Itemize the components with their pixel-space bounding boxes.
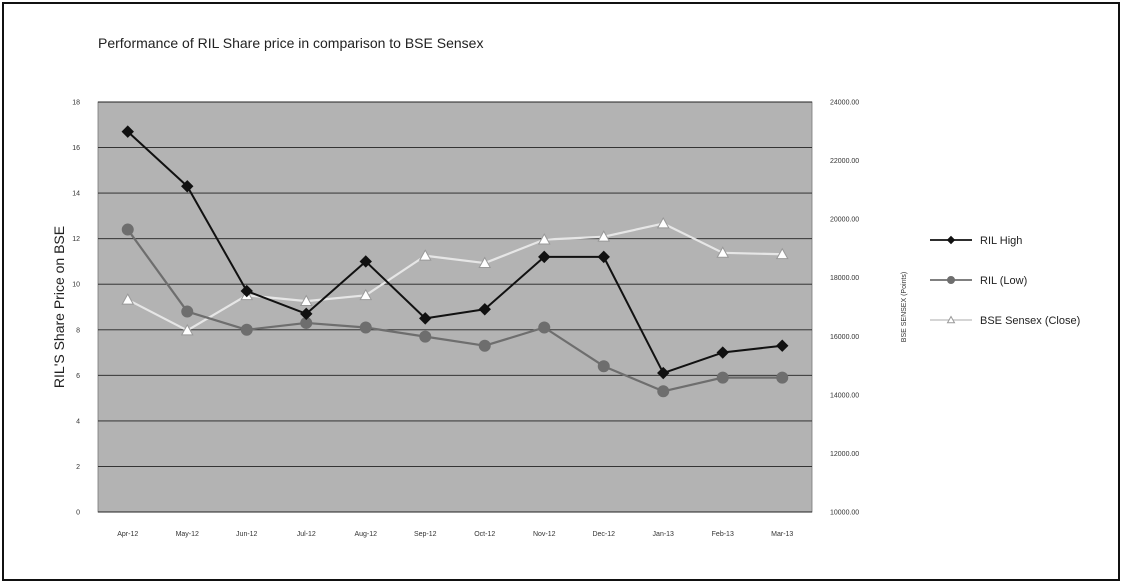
legend-label: BSE Sensex (Close) xyxy=(980,315,1080,327)
right-tick-label: 20000.00 xyxy=(830,217,859,224)
x-tick-label: Oct-12 xyxy=(474,531,495,538)
data-point xyxy=(181,180,194,193)
left-tick-label: 16 xyxy=(72,145,80,152)
right-tick-label: 22000.00 xyxy=(830,158,859,165)
series-line xyxy=(126,228,783,393)
legend-marker xyxy=(946,315,956,324)
data-point xyxy=(538,250,551,264)
legend: RIL High RIL (Low) BSE Sensex (Close) xyxy=(930,235,1080,327)
x-tick-label: Jul-12 xyxy=(297,531,316,538)
legend-label: RIL (Low) xyxy=(980,275,1027,287)
series-0 xyxy=(121,125,789,380)
right-tick-label: 12000.00 xyxy=(830,451,859,458)
series-line xyxy=(127,222,783,332)
x-tick-label: Jun-12 xyxy=(236,531,258,538)
data-point xyxy=(657,366,670,380)
data-point xyxy=(597,250,610,264)
data-point xyxy=(656,217,670,229)
left-axis-label: RIL'S Share Price on BSE xyxy=(51,226,67,388)
legend-item: RIL High xyxy=(930,235,1022,247)
plot-area xyxy=(97,101,813,513)
data-point xyxy=(716,371,729,384)
right-tick-label: 24000.00 xyxy=(830,100,859,107)
data-point xyxy=(478,256,492,268)
left-tick-label: 0 xyxy=(76,510,80,517)
data-point xyxy=(775,247,789,260)
right-axis-label: BSE SENSEX (Points) xyxy=(901,272,908,342)
left-axis-ticks: 0 2 4 6 8 10 12 14 16 18 xyxy=(72,100,80,517)
left-tick-label: 18 xyxy=(72,100,80,107)
data-point xyxy=(419,312,432,325)
right-tick-label: 16000.00 xyxy=(830,334,859,341)
right-tick-label: 10000.00 xyxy=(830,510,859,517)
x-tick-label: Mar-13 xyxy=(771,531,793,538)
data-point xyxy=(478,339,491,352)
legend-marker xyxy=(946,235,956,245)
data-point xyxy=(597,360,610,373)
data-point xyxy=(240,284,253,298)
chart-title: Performance of RIL Share price in compar… xyxy=(98,35,483,51)
legend-marker xyxy=(947,276,955,284)
data-point xyxy=(716,246,730,258)
series-2 xyxy=(121,217,789,336)
x-tick-label: May-12 xyxy=(176,531,199,538)
series-layer xyxy=(121,125,789,398)
left-tick-label: 4 xyxy=(76,418,80,425)
data-point xyxy=(181,305,194,318)
left-tick-label: 6 xyxy=(76,373,80,380)
x-tick-label: Dec-12 xyxy=(592,531,615,538)
data-point xyxy=(180,323,194,336)
legend-item: RIL (Low) xyxy=(930,275,1027,287)
right-tick-label: 18000.00 xyxy=(830,275,859,282)
left-tick-label: 2 xyxy=(76,464,80,471)
data-point xyxy=(776,339,789,352)
left-tick-label: 12 xyxy=(72,236,80,243)
x-tick-label: Apr-12 xyxy=(117,531,138,538)
data-point xyxy=(597,230,611,242)
data-point xyxy=(537,233,551,245)
data-point xyxy=(121,223,134,236)
left-tick-label: 8 xyxy=(76,327,80,334)
legend-item: BSE Sensex (Close) xyxy=(930,315,1080,327)
data-point xyxy=(359,255,372,268)
data-point xyxy=(359,288,373,301)
data-point xyxy=(359,321,372,334)
data-point xyxy=(121,125,134,138)
left-tick-label: 10 xyxy=(72,282,80,289)
x-tick-label: Aug-12 xyxy=(354,531,377,538)
x-tick-label: Feb-13 xyxy=(712,531,734,538)
data-point xyxy=(716,346,729,359)
data-point xyxy=(240,323,253,336)
data-point xyxy=(538,321,551,334)
data-point xyxy=(300,307,313,321)
right-tick-label: 14000.00 xyxy=(830,392,859,399)
x-tick-label: Sep-12 xyxy=(414,531,437,538)
data-point xyxy=(419,330,432,343)
x-tick-label: Nov-12 xyxy=(533,531,556,538)
data-point xyxy=(657,385,670,398)
x-axis-ticks: Apr-12 May-12 Jun-12 Jul-12 Aug-12 Sep-12 Oct-… xyxy=(117,531,793,538)
series-1 xyxy=(121,223,789,398)
data-point xyxy=(121,293,135,305)
left-tick-label: 14 xyxy=(72,191,80,198)
legend-label: RIL High xyxy=(980,235,1022,247)
data-point xyxy=(418,249,432,261)
data-point xyxy=(299,294,313,307)
data-point xyxy=(776,371,789,384)
right-axis-ticks: 10000.00 12000.00 14000.00 16000.00 18000.00… xyxy=(830,100,859,517)
x-tick-label: Jan-13 xyxy=(653,531,675,538)
series-line xyxy=(127,130,783,375)
data-point xyxy=(478,303,491,316)
